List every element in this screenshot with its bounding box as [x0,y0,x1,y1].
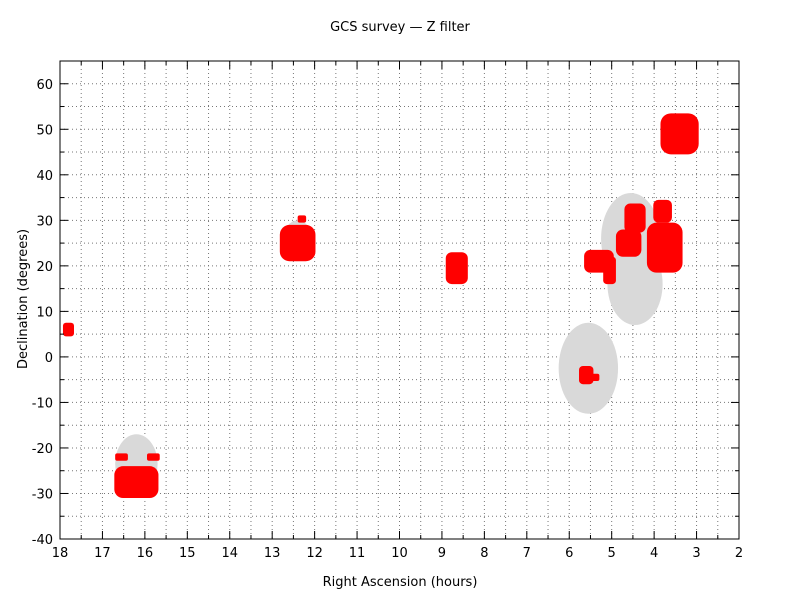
x-tick-label: 14 [221,546,238,561]
x-axis-label: Right Ascension (hours) [323,575,478,590]
x-tick-label: 8 [480,546,488,561]
y-axis-label: Declination (degrees) [16,229,31,369]
x-tick-label: 10 [391,546,408,561]
y-tick-label: -10 [32,396,53,411]
y-tick-label: 20 [36,260,53,275]
observed-field [115,453,128,461]
observed-field [279,224,316,262]
y-tick-label: 0 [45,351,53,366]
chart-title: GCS survey — Z filter [330,20,470,35]
x-tick-label: 17 [94,546,111,561]
y-tick-label: 60 [36,78,53,93]
observed-field [62,322,75,337]
x-tick-label: 11 [349,546,366,561]
y-tick-label: 40 [36,169,53,184]
observed-field [624,203,646,233]
x-tick-label: 4 [650,546,658,561]
observed-field [146,453,160,461]
observed-field [653,199,672,223]
observed-field [615,229,642,257]
x-tick-label: 13 [264,546,281,561]
x-tick-label: 15 [179,546,196,561]
tick-labels: 18 17 16 15 14 13 12 11 10 9 8 7 6 5 4 3 2 -40 -30 -20 -10 0 1… [32,78,743,561]
x-tick-label: 2 [735,546,743,561]
x-tick-label: 6 [565,546,573,561]
y-tick-label: 50 [36,123,53,138]
x-tick-label: 18 [52,546,69,561]
observed-field [297,215,307,223]
x-tick-label: 12 [306,546,323,561]
observed-field [603,256,616,285]
x-tick-label: 5 [608,546,616,561]
x-tick-label: 7 [523,546,531,561]
x-tick-label: 16 [137,546,154,561]
observed-field [660,113,699,155]
x-tick-label: 9 [438,546,446,561]
plot-frame [59,60,740,540]
observed-field [646,222,683,273]
observed-field [585,373,600,382]
y-tick-label: 30 [36,214,53,229]
observed-fields [62,113,699,499]
y-tick-label: -30 [32,487,53,502]
observed-field [445,252,468,285]
y-tick-label: 10 [36,305,53,320]
x-tick-label: 3 [692,546,700,561]
y-tick-label: -40 [32,533,53,548]
observed-field [114,466,159,499]
y-tick-label: -20 [32,442,53,457]
